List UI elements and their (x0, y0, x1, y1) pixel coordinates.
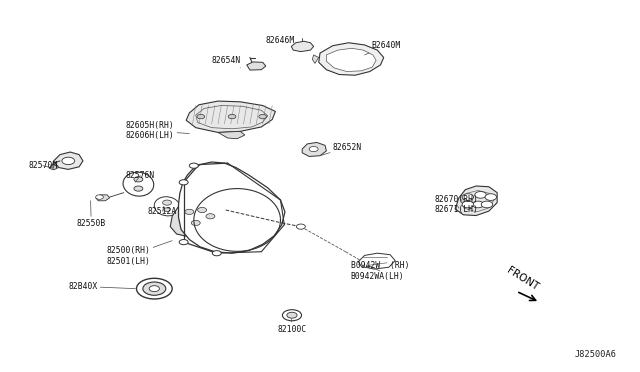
Circle shape (472, 201, 484, 208)
Circle shape (481, 201, 493, 208)
Circle shape (228, 114, 236, 119)
Polygon shape (358, 253, 395, 269)
Polygon shape (319, 43, 384, 75)
Circle shape (206, 214, 215, 219)
Circle shape (134, 186, 143, 191)
Text: B0942W  (RH)
B0942WA(LH): B0942W (RH) B0942WA(LH) (351, 261, 409, 280)
Circle shape (134, 177, 143, 182)
Circle shape (462, 201, 474, 208)
Polygon shape (246, 62, 266, 70)
Text: 82500(RH)
82501(LH): 82500(RH) 82501(LH) (106, 241, 172, 266)
Text: 82512A: 82512A (148, 206, 177, 216)
Text: B2640M: B2640M (365, 41, 400, 55)
Circle shape (198, 208, 207, 212)
Circle shape (136, 278, 172, 299)
Polygon shape (186, 101, 275, 132)
Text: 82550B: 82550B (77, 201, 106, 228)
Polygon shape (54, 152, 83, 169)
Circle shape (143, 282, 166, 295)
Text: 82605H(RH)
82606H(LH): 82605H(RH) 82606H(LH) (125, 121, 189, 140)
Ellipse shape (154, 197, 180, 216)
Circle shape (197, 114, 205, 119)
Polygon shape (218, 131, 245, 139)
Circle shape (164, 208, 170, 211)
Circle shape (309, 147, 318, 152)
Circle shape (185, 209, 194, 214)
Polygon shape (179, 162, 285, 253)
Polygon shape (193, 235, 217, 244)
Circle shape (475, 192, 486, 198)
Text: 82670(RH)
82671(LH): 82670(RH) 82671(LH) (435, 195, 479, 214)
Polygon shape (326, 48, 376, 71)
Text: 82654N: 82654N (212, 56, 241, 68)
Circle shape (287, 312, 297, 318)
Text: 82100C: 82100C (278, 319, 307, 334)
Polygon shape (170, 197, 226, 237)
Polygon shape (312, 55, 319, 63)
Text: 82576N: 82576N (125, 171, 155, 182)
Polygon shape (455, 186, 497, 215)
Polygon shape (96, 195, 109, 201)
Polygon shape (49, 164, 58, 170)
Circle shape (282, 310, 301, 321)
Polygon shape (180, 203, 216, 227)
Text: FRONT: FRONT (505, 265, 540, 292)
Circle shape (462, 194, 474, 201)
Circle shape (212, 251, 221, 256)
Polygon shape (302, 142, 326, 157)
Circle shape (96, 195, 103, 199)
Circle shape (485, 194, 497, 201)
Text: J82500A6: J82500A6 (574, 350, 616, 359)
Text: 82646M: 82646M (266, 36, 295, 48)
Circle shape (179, 180, 188, 185)
Circle shape (163, 200, 172, 205)
Circle shape (62, 157, 75, 164)
Text: 82B40X: 82B40X (68, 282, 135, 291)
Text: 82570M: 82570M (28, 161, 58, 170)
Polygon shape (291, 41, 314, 52)
Circle shape (149, 286, 159, 292)
Text: 82652N: 82652N (320, 143, 362, 156)
Circle shape (191, 220, 200, 225)
Circle shape (189, 163, 198, 168)
Circle shape (259, 114, 266, 119)
Circle shape (179, 240, 188, 245)
Circle shape (296, 224, 305, 229)
Ellipse shape (123, 172, 154, 196)
